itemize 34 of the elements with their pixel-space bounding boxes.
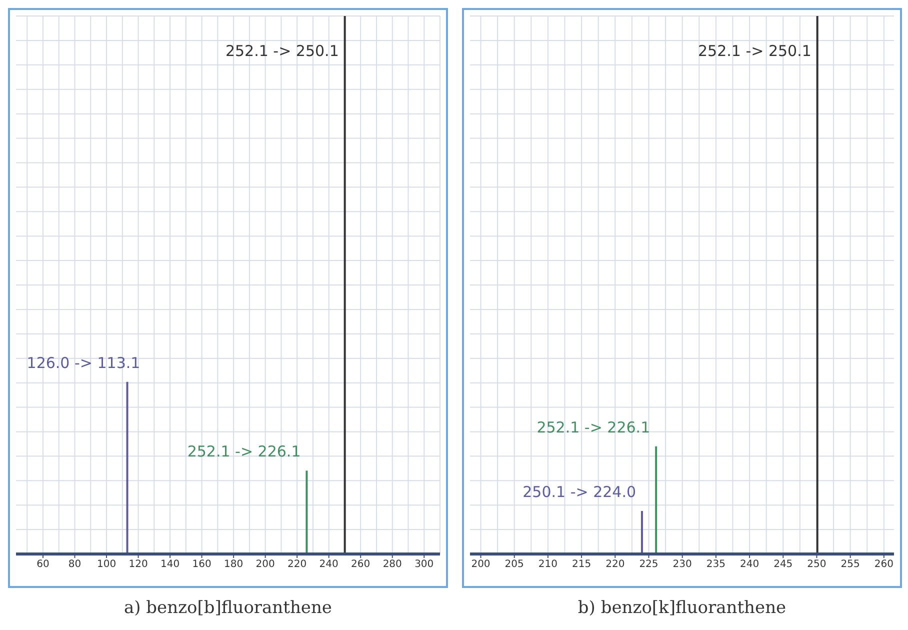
x-tick-label: 180 [224,559,244,570]
annotation: 126.0 -> 113.1 [26,354,140,372]
x-tick-label: 300 [414,559,434,570]
x-tick-label: 210 [538,559,558,570]
x-tick-label: 245 [774,559,793,570]
x-tick-label: 225 [639,559,658,570]
x-tick-label: 220 [606,559,625,570]
x-tick-label: 280 [382,559,402,570]
x-tick-label: 200 [471,559,490,570]
x-tick-label: 120 [128,559,148,570]
x-tick-label: 215 [572,559,592,570]
text: a) benzo[b]fluoranthene [123,598,333,618]
x-tick-label: 240 [319,559,338,570]
x-tick-label: 205 [504,559,524,570]
annotation: 252.1 -> 226.1 [536,418,650,436]
x-tick-label: 200 [256,559,275,570]
annotation: 252.1 -> 250.1 [698,42,812,60]
x-tick-label: 160 [192,559,212,570]
x-tick-label: 140 [160,559,180,570]
annotation: 252.1 -> 250.1 [225,42,339,60]
x-tick-label: 220 [288,559,307,570]
x-tick-label: 240 [740,559,760,570]
x-tick-label: 100 [96,559,116,570]
x-tick-label: 250 [807,559,826,570]
x-tick-label: 60 [36,559,50,570]
x-tick-label: 235 [706,559,726,570]
x-tick-label: 80 [68,559,82,570]
x-tick-label: 260 [874,559,894,570]
annotation: 252.1 -> 226.1 [187,442,301,461]
annotation: 250.1 -> 224.0 [522,482,636,501]
x-tick-label: 255 [840,559,860,570]
x-tick-label: 230 [672,559,692,570]
x-tick-label: 260 [351,559,370,570]
text: b) benzo[k]fluoranthene [576,598,788,618]
